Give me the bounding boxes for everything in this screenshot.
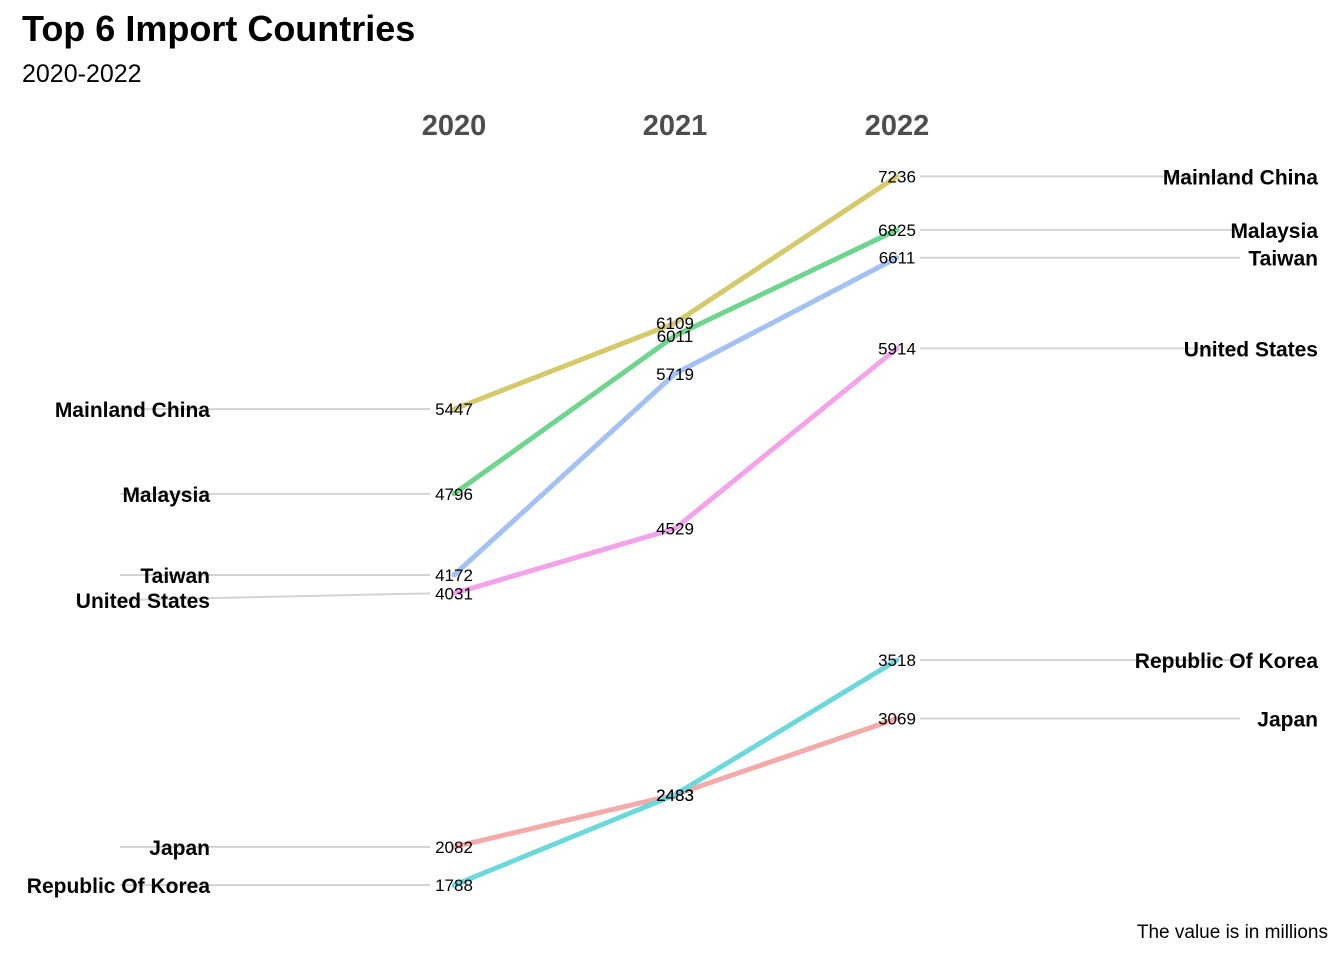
data-label: 6109 xyxy=(656,314,694,333)
left-series-name: Malaysia xyxy=(122,484,210,507)
right-series-name: Taiwan xyxy=(1248,248,1318,271)
data-label: 6011 xyxy=(657,327,694,346)
right-series-name: Japan xyxy=(1257,709,1318,732)
data-label: 6611 xyxy=(879,249,916,268)
series-line xyxy=(451,657,900,888)
data-label: 3518 xyxy=(878,651,916,670)
data-label: 1788 xyxy=(435,876,473,895)
data-label: 2483 xyxy=(656,786,694,805)
left-connector xyxy=(119,592,431,602)
year-header: 2020 xyxy=(422,110,487,142)
left-series-name: Taiwan xyxy=(140,565,210,588)
left-series-name: Republic Of Korea xyxy=(27,875,211,898)
left-series-name: United States xyxy=(76,590,210,613)
chart-subtitle: 2020-2022 xyxy=(22,60,142,88)
series-line xyxy=(451,227,900,497)
data-label: 7236 xyxy=(878,167,916,186)
data-label: 4172 xyxy=(435,566,473,585)
data-label: 2483 xyxy=(656,786,694,805)
data-label: 2082 xyxy=(435,838,473,857)
right-series-name: Mainland China xyxy=(1163,166,1318,189)
data-label: 5914 xyxy=(878,339,916,358)
right-series-name: Republic Of Korea xyxy=(1135,650,1319,673)
data-label: 4031 xyxy=(435,584,473,603)
data-label: 4529 xyxy=(656,520,694,539)
year-header: 2022 xyxy=(865,110,930,142)
year-header: 2021 xyxy=(643,110,708,142)
data-label: 6825 xyxy=(878,221,916,240)
data-label: 5447 xyxy=(435,400,473,419)
right-series-name: United States xyxy=(1184,338,1318,361)
data-label: 4796 xyxy=(435,485,473,504)
series-line xyxy=(451,716,900,850)
series-line xyxy=(451,173,900,412)
chart-caption: The value is in millions xyxy=(1136,922,1328,943)
series-line xyxy=(451,345,900,596)
data-label: 3069 xyxy=(878,710,916,729)
left-series-name: Mainland China xyxy=(55,399,210,422)
left-series-name: Japan xyxy=(149,837,210,860)
chart-title: Top 6 Import Countries xyxy=(22,8,416,49)
data-label: 5719 xyxy=(656,365,694,384)
series-line xyxy=(451,255,900,578)
right-series-name: Malaysia xyxy=(1230,220,1318,243)
